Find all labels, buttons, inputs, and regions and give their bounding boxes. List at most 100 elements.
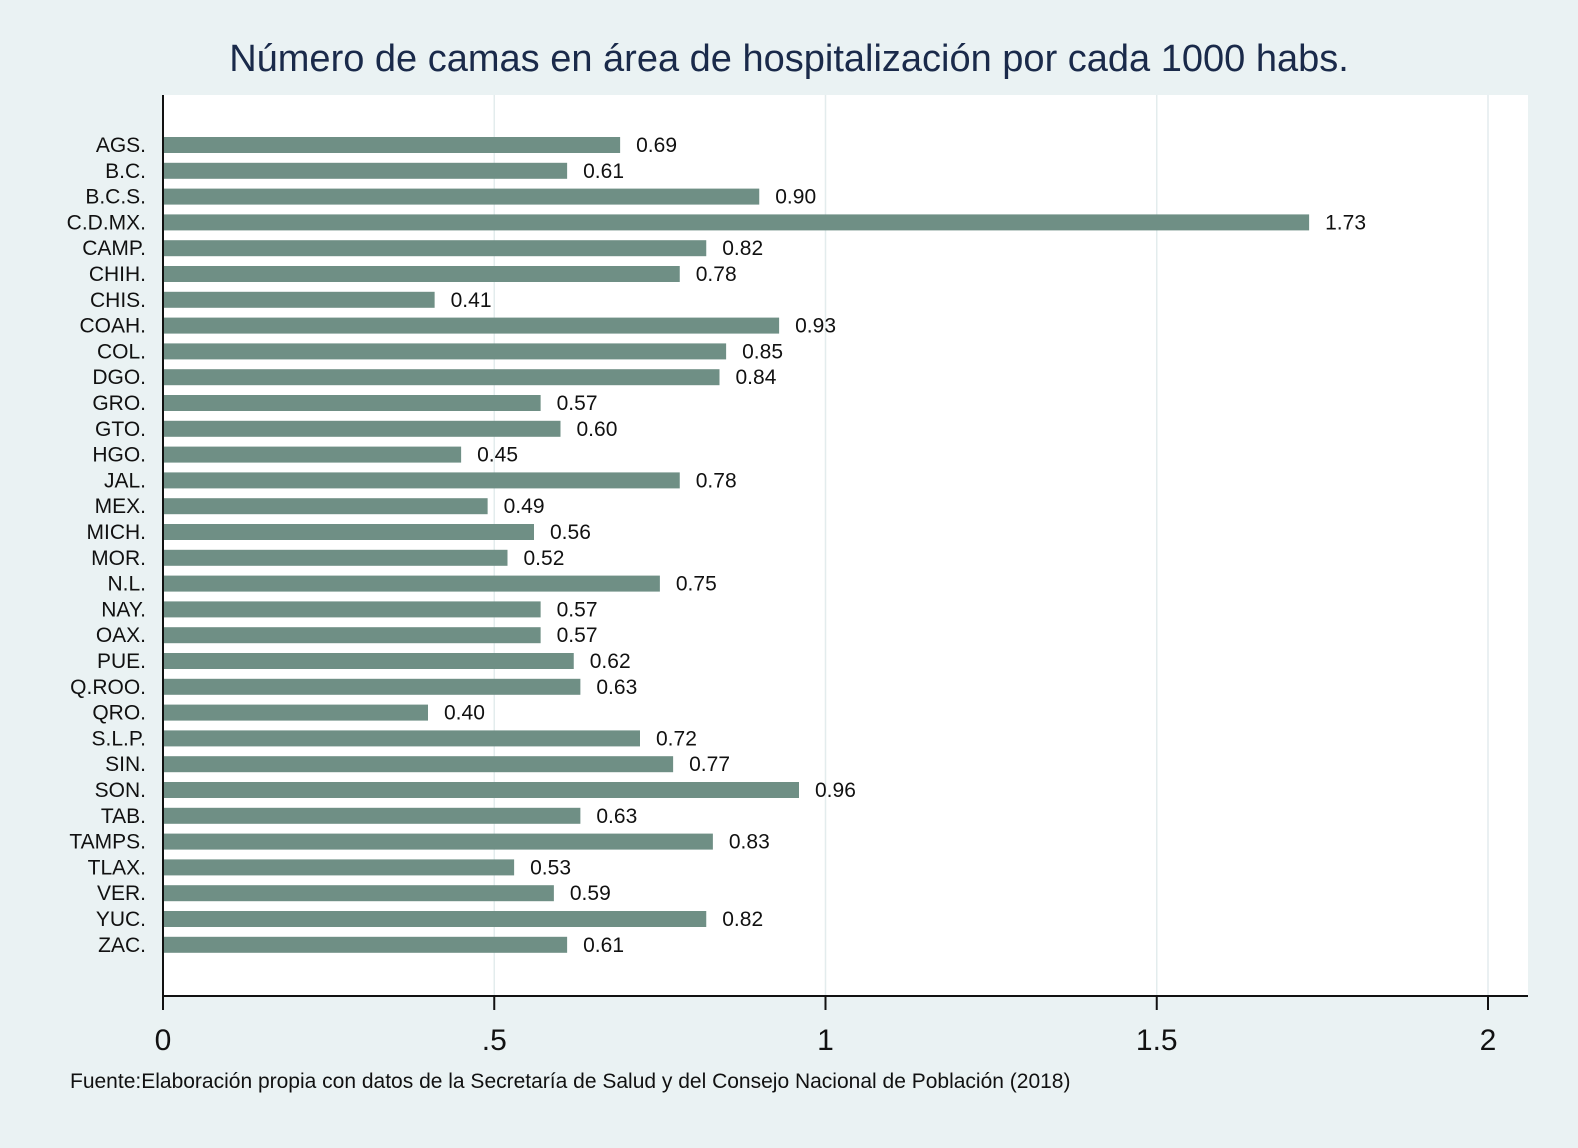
bar [163,756,674,773]
value-label: 0.90 [775,186,816,209]
value-label: 0.96 [815,779,856,802]
bar [163,575,660,592]
value-label: 0.82 [722,908,763,931]
bar [163,704,428,721]
bar [163,782,799,798]
category-label: GTO. [95,418,146,441]
bar [163,162,568,179]
bar [163,653,574,669]
value-label: 0.49 [504,495,545,518]
category-label: YUC. [96,908,146,931]
value-label: 1.73 [1325,211,1366,234]
value-label: 0.41 [451,289,492,312]
chart-title: Número de camas en área de hospitalizaci… [229,38,1349,80]
category-label: CHIH. [89,263,146,286]
x-tick-label: 1.5 [1136,1024,1178,1057]
bar [163,601,541,618]
x-tick-label: 0 [155,1024,172,1057]
value-label: 0.82 [722,237,763,260]
bar [163,911,707,927]
source-note: Fuente:Elaboración propia con datos de l… [70,1070,1071,1093]
bar [163,420,561,437]
x-tick-label: 2 [1480,1024,1497,1057]
value-label: 0.84 [736,366,777,389]
category-label: B.C.S. [85,186,146,209]
bar [163,137,621,153]
category-label: MEX. [95,495,146,518]
bar [163,730,640,747]
category-label: MICH. [87,521,147,544]
bar [163,524,534,540]
category-label: MOR. [91,547,146,570]
value-label: 0.60 [577,418,618,441]
value-label: 0.61 [583,934,624,957]
bar [163,885,554,902]
value-label: 0.78 [696,263,737,286]
bar [163,395,541,411]
value-label: 0.78 [696,469,737,492]
value-label: 0.63 [596,676,637,699]
bar [163,807,581,824]
category-label: PUE. [97,650,146,673]
bar [163,291,435,308]
bar [163,833,713,850]
value-label: 0.52 [524,547,565,570]
bar [163,188,760,205]
category-label: DGO. [92,366,146,389]
category-label: S.L.P. [92,727,147,750]
bar [163,549,508,566]
category-label: C.D.MX. [67,211,146,234]
value-label: 0.93 [795,315,836,338]
value-label: 0.61 [583,160,624,183]
category-label: SON. [95,779,146,802]
value-label: 0.56 [550,521,591,544]
value-label: 0.57 [557,598,598,621]
category-label: AGS. [96,134,146,157]
bar [163,678,581,695]
value-label: 0.72 [656,727,697,750]
category-label: SIN. [105,753,146,776]
category-label: COAH. [79,315,146,338]
bar [163,214,1310,231]
bar [163,627,541,644]
value-label: 0.53 [530,856,571,879]
value-label: 0.57 [557,392,598,415]
category-label: VER. [97,882,146,905]
bar [163,446,462,463]
bar [163,936,568,953]
value-label: 0.59 [570,882,611,905]
category-label: NAY. [101,598,146,621]
category-label: B.C. [105,160,146,183]
category-label: CAMP. [82,237,146,260]
category-label: N.L. [107,573,146,596]
category-label: TAMPS. [69,831,146,854]
value-label: 0.85 [742,340,783,363]
bar [163,266,680,282]
bar [163,369,720,386]
bar [163,859,515,876]
category-label: QRO. [92,702,146,725]
value-label: 0.57 [557,624,598,647]
bar [163,498,488,515]
category-label: HGO. [92,444,146,467]
category-label: OAX. [96,624,146,647]
category-label: CHIS. [90,289,146,312]
value-label: 0.45 [477,444,518,467]
bar [163,317,780,334]
x-tick-label: 1 [817,1024,834,1057]
bar [163,240,707,257]
value-label: 0.63 [596,805,637,828]
category-label: GRO. [92,392,146,415]
value-label: 0.77 [689,753,730,776]
x-tick-label: .5 [482,1024,507,1057]
category-label: JAL. [104,469,146,492]
bar [163,343,727,360]
category-label: ZAC. [98,934,146,957]
category-label: TLAX. [88,856,146,879]
category-label: TAB. [101,805,146,828]
value-label: 0.69 [636,134,677,157]
category-label: Q.ROO. [70,676,146,699]
value-label: 0.62 [590,650,631,673]
